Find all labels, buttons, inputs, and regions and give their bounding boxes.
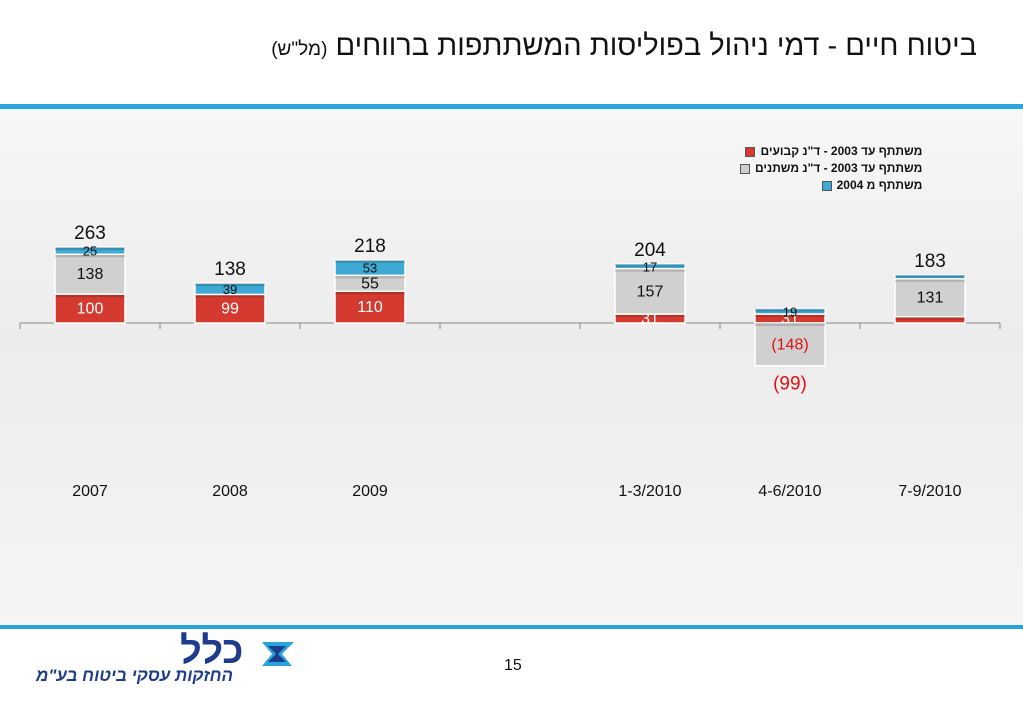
total-label: 204 xyxy=(634,240,666,261)
bar-segment-shade xyxy=(895,316,965,320)
bar-segment-since2004 xyxy=(54,246,126,256)
bar-segment-shade xyxy=(335,275,405,279)
legend-item-fixed: משתתף עד 2003 - ד"נ קבועים xyxy=(740,143,922,160)
bar-segment-shade xyxy=(895,274,965,278)
title-unit: (מל"ש) xyxy=(271,39,328,60)
bar-segment-shade xyxy=(55,294,125,298)
segment-label: 110 xyxy=(357,299,383,316)
segment-label: 39 xyxy=(223,282,237,297)
bar-segment-shade xyxy=(755,308,825,312)
bar-segment-shade xyxy=(195,283,265,287)
chart-background xyxy=(0,109,1023,625)
bar-segment-variable xyxy=(54,253,126,295)
legend-swatch-since2004 xyxy=(821,180,832,191)
category-label: 2009 xyxy=(352,483,388,500)
category-label: 1-3/2010 xyxy=(618,483,681,500)
bar-segment-shade xyxy=(755,323,825,326)
bar-segment-shade xyxy=(55,247,125,251)
chart-legend: משתתף עד 2003 - ד"נ קבועים משתתף עד 2003… xyxy=(740,143,922,194)
top-accent-line xyxy=(0,104,1023,109)
legend-item-variable: משתתף עד 2003 - ד"נ משתנים xyxy=(740,160,922,177)
segment-label: 157 xyxy=(637,283,664,300)
company-logo-icon xyxy=(262,642,294,666)
logo-name: כלל xyxy=(180,630,244,672)
legend-label-since2004: משתתף מ 2004 xyxy=(836,178,923,192)
legend-label-variable: משתתף עד 2003 - ד"נ משתנים xyxy=(755,161,923,175)
total-label: 263 xyxy=(74,223,106,244)
bar-segment-shade xyxy=(335,291,405,295)
total-label: (99) xyxy=(773,374,807,395)
bar-segment-fixed xyxy=(194,293,266,324)
bar-segment-shade xyxy=(335,260,405,264)
category-label: 4-6/2010 xyxy=(758,483,821,500)
segment-label: 100 xyxy=(77,301,104,318)
bar-segment-shade xyxy=(615,263,685,267)
segment-label: (148) xyxy=(771,336,808,353)
segment-label: 17 xyxy=(643,259,657,274)
bar-segment-variable xyxy=(894,278,966,318)
bar-segment-shade xyxy=(55,254,125,258)
category-label: 2007 xyxy=(72,483,108,500)
bar-segment-shade xyxy=(615,268,685,272)
bar-segment-variable xyxy=(614,267,686,315)
category-label: 2008 xyxy=(212,483,248,500)
bottom-accent-line xyxy=(0,625,1023,629)
bar-segment-since2004 xyxy=(194,282,266,296)
category-label: 7-9/2010 xyxy=(898,483,961,500)
page-title: ביטוח חיים - דמי ניהול בפוליסות המשתתפות… xyxy=(271,30,977,63)
segment-label: 138 xyxy=(77,266,104,283)
segment-label: 25 xyxy=(83,244,97,259)
bar-segment-since2004 xyxy=(894,274,966,280)
legend-label-fixed: משתתף עד 2003 - ד"נ קבועים xyxy=(760,144,923,158)
bar-segment-shade xyxy=(615,314,685,318)
bar-segment-variable xyxy=(754,322,826,367)
segment-label: 19 xyxy=(783,304,797,319)
segment-label: 131 xyxy=(917,290,944,307)
bar-segment-shade xyxy=(195,294,265,298)
segment-label: 55 xyxy=(361,275,379,292)
legend-swatch-fixed xyxy=(745,146,756,157)
legend-swatch-variable xyxy=(740,163,750,174)
bar-segment-since2004 xyxy=(754,307,826,315)
bar-segment-since2004 xyxy=(614,263,686,270)
segment-label: 53 xyxy=(363,261,377,276)
page-number: 15 xyxy=(504,657,522,674)
logo-subtitle: החזקות עסקי ביטוח בע"מ xyxy=(36,666,234,685)
bar-segment-shade xyxy=(895,278,965,282)
title-text: ביטוח חיים - דמי ניהול בפוליסות המשתתפות… xyxy=(335,30,977,62)
legend-item-since2004: משתתף מ 2004 xyxy=(740,177,922,194)
total-label: 138 xyxy=(214,259,246,280)
total-label: 218 xyxy=(354,236,386,257)
segment-label: 99 xyxy=(221,301,239,318)
bar-segment-fixed xyxy=(334,290,406,324)
bar-segment-since2004 xyxy=(334,259,406,277)
total-label: 183 xyxy=(914,251,946,272)
bar-segment-shade xyxy=(755,314,825,318)
